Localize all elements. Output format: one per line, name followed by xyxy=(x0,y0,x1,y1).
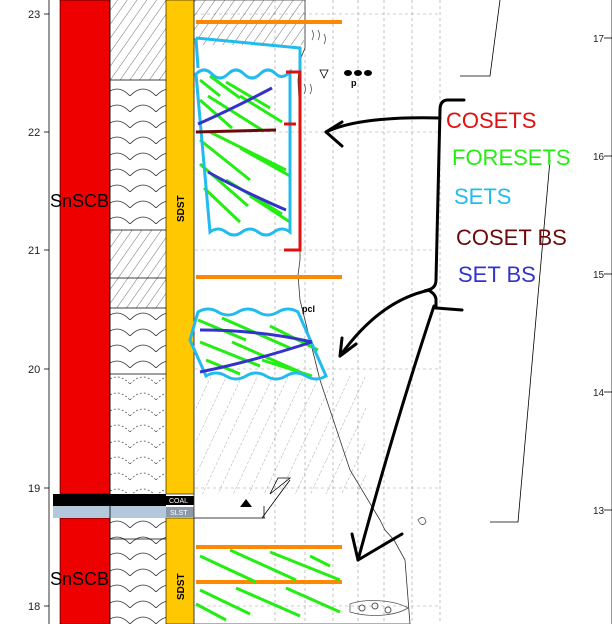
secondary-tick-label: 13 xyxy=(593,506,605,517)
secondary-tick-label: 15 xyxy=(593,270,605,281)
sets-outline xyxy=(188,36,328,381)
callout-arrows xyxy=(324,98,466,562)
unit-bar xyxy=(59,517,111,624)
correlation-lines xyxy=(460,0,551,523)
lith-label-lower: SDST xyxy=(176,573,187,600)
set-bs-lines xyxy=(197,86,313,374)
legend-item-cosets: COSETS xyxy=(446,108,536,133)
coal-label-box xyxy=(166,496,194,505)
nodule-icon xyxy=(349,600,409,616)
pcl-annotation: pcl xyxy=(302,304,315,314)
secondary-tick-label: 16 xyxy=(593,152,605,163)
depth-axis: 23 22 21 20 19 18 xyxy=(28,0,50,624)
triangle-icon xyxy=(240,499,252,507)
depth-tick-label: 23 xyxy=(28,9,40,21)
legend-item-foresets: FORESETS xyxy=(452,145,571,170)
lith-label-upper: SDST xyxy=(176,195,187,222)
slst-label-box xyxy=(166,507,194,517)
depth-tick-label: 18 xyxy=(28,601,40,613)
log-profile: pcl p xyxy=(193,0,427,624)
lithology-bar xyxy=(165,517,195,624)
lithology-bar xyxy=(165,0,195,495)
secondary-tick-label: 14 xyxy=(593,388,605,399)
lithology-texture-column xyxy=(109,0,166,624)
legend-item-sets: SETS xyxy=(454,184,511,209)
slst-label: SLST xyxy=(170,510,188,517)
legend: COSETS FORESETS SETS COSET BS SET BS xyxy=(446,108,571,287)
unit-label-upper: SnSCB xyxy=(50,191,109,211)
legend-item-coset-bs: COSET BS xyxy=(456,225,567,250)
secondary-tick-label: 17 xyxy=(593,34,605,45)
coset-bracket xyxy=(284,70,302,252)
foresets-overlay xyxy=(195,74,341,622)
depth-tick-label: 19 xyxy=(28,483,40,495)
coset-bs-line xyxy=(195,128,277,134)
coal-band xyxy=(53,494,166,506)
arrowhead-icon xyxy=(269,477,292,495)
unit-label-lower: SnSCB xyxy=(50,569,109,589)
unit-bar xyxy=(59,0,111,495)
coal-label: COAL xyxy=(169,498,188,505)
depth-tick-label: 22 xyxy=(28,127,40,139)
slst-band xyxy=(53,506,166,518)
depth-tick-label: 20 xyxy=(28,364,40,376)
orange-marker-lines xyxy=(196,20,342,584)
symbol-cluster: p xyxy=(303,29,372,95)
legend-item-set-bs: SET BS xyxy=(458,262,536,287)
p-annotation: p xyxy=(351,78,357,88)
depth-tick-label: 21 xyxy=(28,245,40,257)
secondary-axis: 17 16 15 14 13 xyxy=(593,0,612,624)
